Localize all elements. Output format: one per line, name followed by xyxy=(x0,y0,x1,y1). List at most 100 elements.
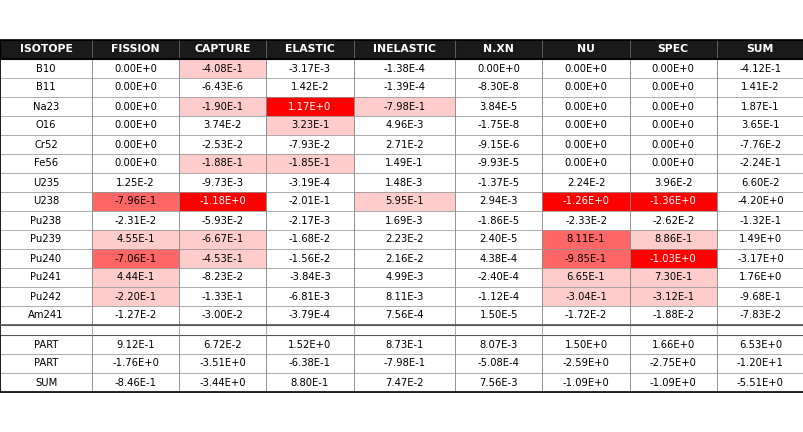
Text: 4.99E-3: 4.99E-3 xyxy=(385,273,423,283)
Text: -3.00E-2: -3.00E-2 xyxy=(202,311,243,321)
Text: -6.43E-6: -6.43E-6 xyxy=(202,83,243,92)
Bar xyxy=(0,230,92,249)
Text: B11: B11 xyxy=(36,83,55,92)
Bar xyxy=(92,249,179,268)
Bar xyxy=(0,306,92,325)
Bar xyxy=(179,306,266,325)
Bar xyxy=(353,325,454,335)
Bar xyxy=(0,373,92,392)
Bar xyxy=(542,373,629,392)
Text: -3.17E-3: -3.17E-3 xyxy=(288,64,331,73)
Bar xyxy=(716,97,803,116)
Text: -2.17E-3: -2.17E-3 xyxy=(288,216,331,226)
Bar xyxy=(454,78,542,97)
Bar xyxy=(179,78,266,97)
Text: 0.00E+0: 0.00E+0 xyxy=(564,102,607,111)
Bar xyxy=(454,173,542,192)
Text: 1.48E-3: 1.48E-3 xyxy=(385,178,423,187)
Bar xyxy=(179,192,266,211)
Text: -4.08E-1: -4.08E-1 xyxy=(202,64,243,73)
Bar xyxy=(629,306,716,325)
Bar xyxy=(266,249,353,268)
Bar xyxy=(542,116,629,135)
Text: -1.56E-2: -1.56E-2 xyxy=(288,254,331,264)
Bar xyxy=(0,287,92,306)
Bar xyxy=(266,373,353,392)
Bar xyxy=(716,173,803,192)
Text: 1.69E-3: 1.69E-3 xyxy=(385,216,423,226)
Bar xyxy=(716,135,803,154)
Text: U235: U235 xyxy=(33,178,59,187)
Text: -7.06E-1: -7.06E-1 xyxy=(114,254,157,264)
Text: 8.80E-1: 8.80E-1 xyxy=(291,378,328,388)
Text: -1.86E-5: -1.86E-5 xyxy=(477,216,520,226)
Text: -1.26E+0: -1.26E+0 xyxy=(562,197,609,206)
Text: 0.00E+0: 0.00E+0 xyxy=(564,83,607,92)
Bar xyxy=(92,268,179,287)
Bar xyxy=(454,230,542,249)
Bar xyxy=(629,173,716,192)
Text: PART: PART xyxy=(34,359,58,368)
Text: -5.93E-2: -5.93E-2 xyxy=(202,216,243,226)
Text: -1.68E-2: -1.68E-2 xyxy=(288,235,331,245)
Bar xyxy=(0,325,92,335)
Text: -1.37E-5: -1.37E-5 xyxy=(477,178,520,187)
Text: SUM: SUM xyxy=(746,44,773,54)
Text: 0.00E+0: 0.00E+0 xyxy=(651,102,694,111)
Text: -1.03E+0: -1.03E+0 xyxy=(649,254,695,264)
Text: 0.00E+0: 0.00E+0 xyxy=(651,121,694,130)
Text: -7.93E-2: -7.93E-2 xyxy=(288,140,331,149)
Text: 3.74E-2: 3.74E-2 xyxy=(203,121,242,130)
Text: -3.79E-4: -3.79E-4 xyxy=(288,311,331,321)
Bar xyxy=(266,306,353,325)
Bar xyxy=(716,211,803,230)
Bar xyxy=(266,268,353,287)
Text: -8.30E-8: -8.30E-8 xyxy=(478,83,519,92)
Bar xyxy=(92,40,179,59)
Bar xyxy=(0,154,92,173)
Bar xyxy=(353,306,454,325)
Bar xyxy=(454,268,542,287)
Bar xyxy=(716,230,803,249)
Bar xyxy=(629,40,716,59)
Text: -1.75E-8: -1.75E-8 xyxy=(477,121,520,130)
Text: -1.18E+0: -1.18E+0 xyxy=(199,197,246,206)
Bar xyxy=(179,59,266,78)
Bar xyxy=(179,97,266,116)
Bar xyxy=(629,335,716,354)
Bar xyxy=(716,192,803,211)
Bar xyxy=(716,325,803,335)
Bar xyxy=(454,116,542,135)
Text: 0.00E+0: 0.00E+0 xyxy=(564,140,607,149)
Bar xyxy=(0,354,92,373)
Bar xyxy=(629,354,716,373)
Bar xyxy=(454,135,542,154)
Bar xyxy=(353,78,454,97)
Text: SUM: SUM xyxy=(35,378,57,388)
Bar xyxy=(542,192,629,211)
Bar xyxy=(542,230,629,249)
Text: -8.23E-2: -8.23E-2 xyxy=(202,273,243,283)
Bar xyxy=(716,268,803,287)
Text: 2.94E-3: 2.94E-3 xyxy=(479,197,517,206)
Bar xyxy=(0,335,92,354)
Bar xyxy=(629,192,716,211)
Bar xyxy=(179,325,266,335)
Text: Na23: Na23 xyxy=(33,102,59,111)
Bar xyxy=(716,373,803,392)
Text: 2.23E-2: 2.23E-2 xyxy=(385,235,423,245)
Bar xyxy=(179,135,266,154)
Bar xyxy=(266,154,353,173)
Bar xyxy=(454,335,542,354)
Text: N.XN: N.XN xyxy=(483,44,514,54)
Bar xyxy=(92,116,179,135)
Bar xyxy=(266,211,353,230)
Text: -5.51E+0: -5.51E+0 xyxy=(736,378,783,388)
Text: PART: PART xyxy=(34,340,58,349)
Bar xyxy=(454,354,542,373)
Bar xyxy=(716,40,803,59)
Text: 3.96E-2: 3.96E-2 xyxy=(653,178,691,187)
Bar xyxy=(353,335,454,354)
Text: 1.25E-2: 1.25E-2 xyxy=(116,178,155,187)
Text: 1.17E+0: 1.17E+0 xyxy=(288,102,331,111)
